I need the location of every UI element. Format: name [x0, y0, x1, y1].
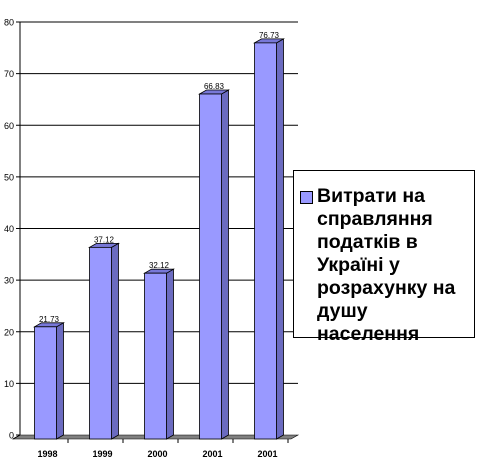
- x-tick-label: 1999: [92, 449, 112, 459]
- value-labels: 21.73 37.12 32.12 66.83 76.73: [39, 31, 280, 324]
- bar-front: [144, 272, 167, 440]
- bar-front: [34, 326, 57, 440]
- bar-front: [89, 246, 112, 440]
- x-tick-label: 2001: [202, 449, 222, 459]
- bar-front: [254, 42, 277, 440]
- bar: [87, 242, 121, 440]
- x-axis-ticks: 1998 1999 2000 2001 2001: [37, 439, 289, 459]
- x-tick-label: 1998: [37, 449, 57, 459]
- bar-side: [221, 89, 229, 440]
- value-label: 76.73: [259, 31, 280, 40]
- legend-label: Витрати на справляння податків в Україні…: [317, 185, 456, 345]
- value-label: 37.12: [94, 235, 115, 244]
- axes: [12, 22, 21, 440]
- legend: Витрати на справляння податків в Україні…: [293, 170, 475, 345]
- x-tick-label: 2000: [147, 449, 167, 459]
- legend-swatch: [300, 191, 313, 204]
- x-tick-label: 2001: [257, 449, 277, 459]
- value-label: 32.12: [149, 261, 170, 270]
- bar-side: [276, 38, 284, 440]
- y-tick-label: 20: [4, 327, 14, 337]
- y-tick-label: 30: [4, 276, 14, 286]
- value-label: 66.83: [204, 82, 225, 91]
- y-tick-label: 0: [9, 431, 14, 441]
- axis-corner-line: [12, 434, 21, 440]
- bar: [32, 322, 66, 440]
- value-label: 21.73: [39, 315, 60, 324]
- y-tick-label: 60: [4, 121, 14, 131]
- bar: [197, 89, 231, 440]
- bar-front: [199, 93, 222, 440]
- bar-side: [166, 268, 174, 440]
- y-tick-label: 40: [4, 224, 14, 234]
- bars: [32, 38, 286, 440]
- bar: [252, 38, 286, 440]
- y-tick-label: 80: [4, 18, 14, 28]
- bar: [142, 268, 176, 440]
- y-tick-label: 50: [4, 172, 14, 182]
- y-tick-label: 70: [4, 69, 14, 79]
- bar-side: [111, 242, 119, 440]
- y-axis-ticks: 0 10 20 30 40 50 60 70 80: [4, 18, 20, 441]
- y-tick-label: 10: [4, 379, 14, 389]
- bar-side: [56, 322, 64, 440]
